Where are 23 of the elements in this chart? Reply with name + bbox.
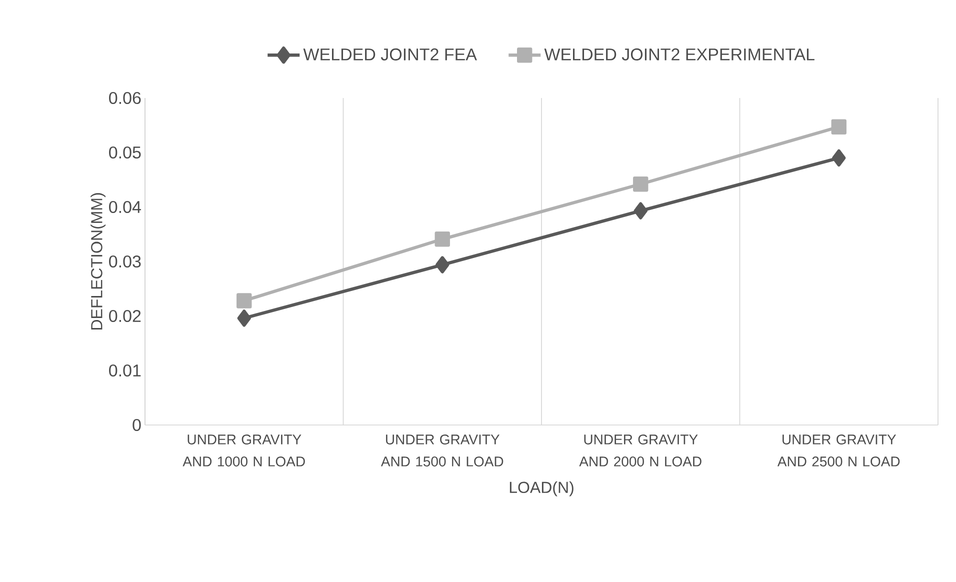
point: [634, 202, 648, 220]
x-axis-title: LOAD(N): [510, 481, 574, 496]
x-tick-label: UNDER GRAVITY AND 1500 N LOAD: [380, 434, 504, 466]
point: [831, 119, 846, 134]
x-tick-label: UNDER GRAVITY AND 2500 N LOAD: [777, 434, 900, 466]
y-axis-title: DEFLECTION(MM): [90, 193, 106, 330]
point: [236, 293, 252, 308]
x-tick-label: UNDER GRAVITY AND 2000 N LOAD: [579, 434, 702, 466]
y-tick-label: 0: [132, 418, 141, 432]
y-tick-label: 0.01: [109, 364, 141, 377]
point: [633, 176, 648, 192]
y-tick-label: 0.05: [109, 146, 141, 159]
point: [237, 310, 251, 327]
y-tick-label: 0.04: [109, 200, 141, 214]
x-tick-label: UNDER GRAVITY AND 1000 N LOAD: [182, 434, 305, 466]
point: [436, 256, 450, 274]
legend-label: WELDED JOINT2 EXPERIMENTAL: [544, 48, 814, 60]
point: [832, 149, 846, 167]
point: [434, 232, 450, 247]
y-tick-label: 0.06: [109, 92, 141, 104]
legend-label: WELDED JOINT2 FEA: [303, 48, 477, 60]
y-tick-label: 0.03: [109, 255, 141, 268]
y-tick-label: 0.02: [109, 310, 141, 322]
